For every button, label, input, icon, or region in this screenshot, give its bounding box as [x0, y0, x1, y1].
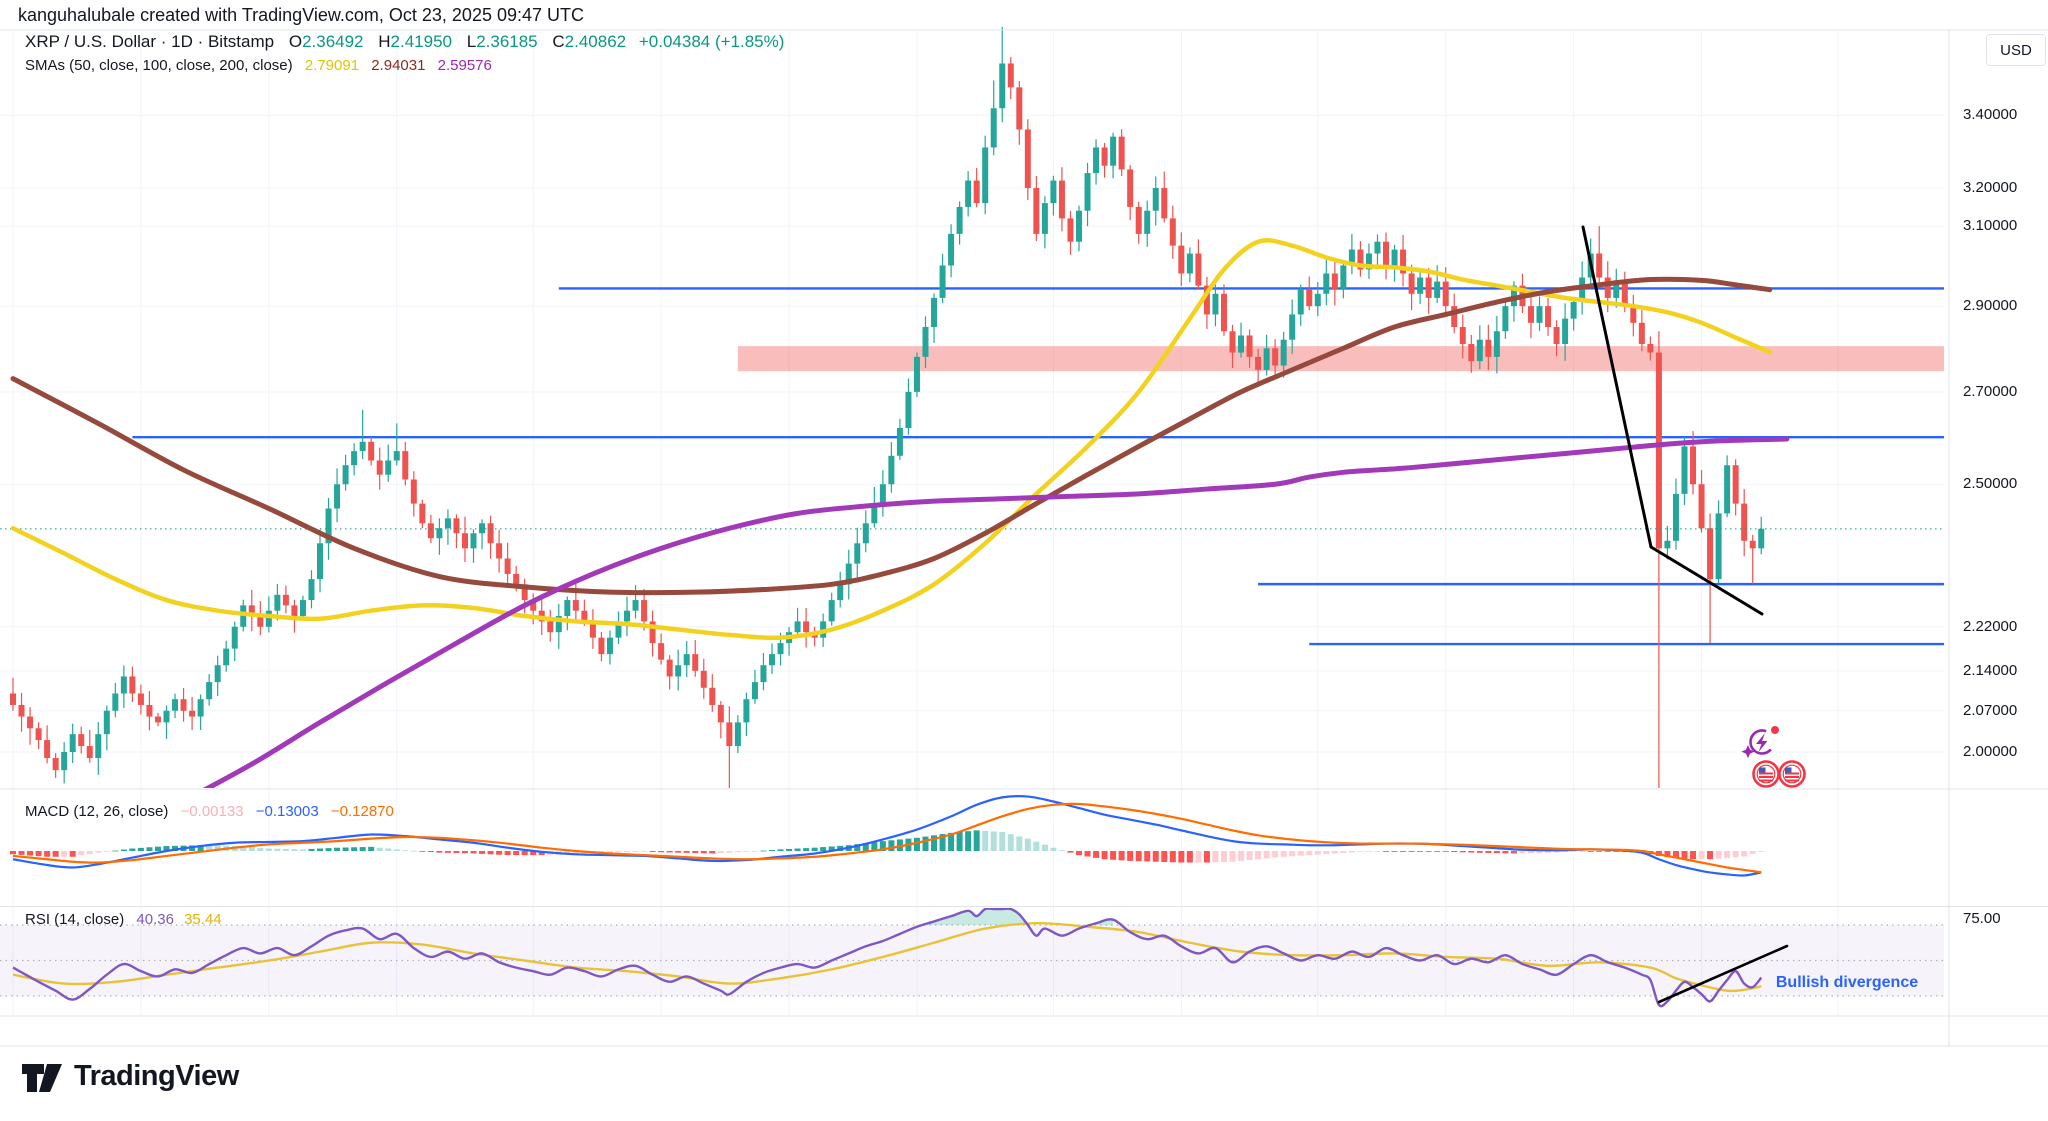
rsi-overbought-fill — [1096, 919, 1114, 925]
grid-lines — [0, 30, 1944, 1016]
tradingview-logo-text: TradingView — [74, 1059, 239, 1092]
macd-signal-line — [12, 802, 1762, 874]
macd-signal-value: −0.12870 — [330, 803, 394, 820]
rsi-legend[interactable]: RSI (14, close) 40.36 35.44 — [25, 911, 222, 928]
bullish-divergence-label[interactable]: Bullish divergence — [1775, 974, 1919, 991]
tradingview-logo[interactable]: TradingView — [20, 1056, 239, 1096]
sma-legend[interactable]: SMAs (50, close, 100, close, 200, close)… — [25, 57, 492, 74]
ai-spark-icon[interactable] — [1741, 726, 1779, 759]
low-label: L — [466, 32, 477, 51]
sma100-value: 2.94031 — [371, 57, 426, 74]
watermark-text: kanguhalubale created with TradingView.c… — [18, 5, 585, 25]
high-value: 2.41950 — [390, 32, 452, 51]
close-value: 2.40862 — [564, 32, 627, 51]
sma200-line — [202, 436, 1790, 788]
macd-legend[interactable]: MACD (12, 26, close) −0.00133 −0.13003 −… — [25, 803, 394, 820]
macd-label: MACD (12, 26, close) — [25, 803, 169, 820]
open-value: 2.36492 — [302, 32, 364, 51]
sma100-line — [10, 276, 1773, 596]
descending-trendline[interactable] — [1581, 225, 1764, 616]
sma-label: SMAs (50, close, 100, close, 200, close) — [25, 57, 293, 74]
change-value: +0.04384 (+1.85%) — [638, 32, 785, 51]
rsi-value: 40.36 — [136, 911, 174, 928]
macd-line — [12, 795, 1762, 877]
tradingview-logo-icon — [22, 1064, 62, 1092]
low-value: 2.36185 — [476, 32, 538, 51]
usd-coin-icon-2[interactable] — [1778, 760, 1806, 788]
rsi-ma-line — [12, 922, 1762, 993]
rsi-divergence-trendline[interactable] — [1657, 944, 1789, 1004]
rsi-pane[interactable] — [0, 908, 1944, 1008]
macd-line-value: −0.13003 — [255, 803, 319, 820]
open-label: O — [288, 32, 303, 51]
sma50-value: 2.79091 — [304, 57, 360, 74]
pane-borders — [0, 29, 2048, 1047]
main-price-pane[interactable] — [0, 26, 1944, 892]
macd-pane[interactable] — [10, 795, 1765, 877]
high-label: H — [378, 32, 391, 51]
close-label: C — [552, 32, 565, 51]
symbol-legend[interactable]: XRP / U.S. Dollar · 1D · Bitstamp O2.364… — [25, 32, 784, 52]
usd-coin-icon-1[interactable] — [1752, 760, 1780, 788]
macd-hist-value: −0.00133 — [180, 803, 244, 820]
sma200-value: 2.59576 — [437, 57, 492, 74]
symbol-title: XRP / U.S. Dollar · 1D · Bitstamp — [25, 32, 275, 51]
candles — [10, 26, 1765, 788]
rsi-ma-value: 35.44 — [184, 911, 222, 928]
rsi-line — [12, 908, 1763, 1008]
currency-toggle-button[interactable]: USD — [1986, 34, 2046, 66]
rsi-label: RSI (14, close) — [25, 911, 125, 928]
